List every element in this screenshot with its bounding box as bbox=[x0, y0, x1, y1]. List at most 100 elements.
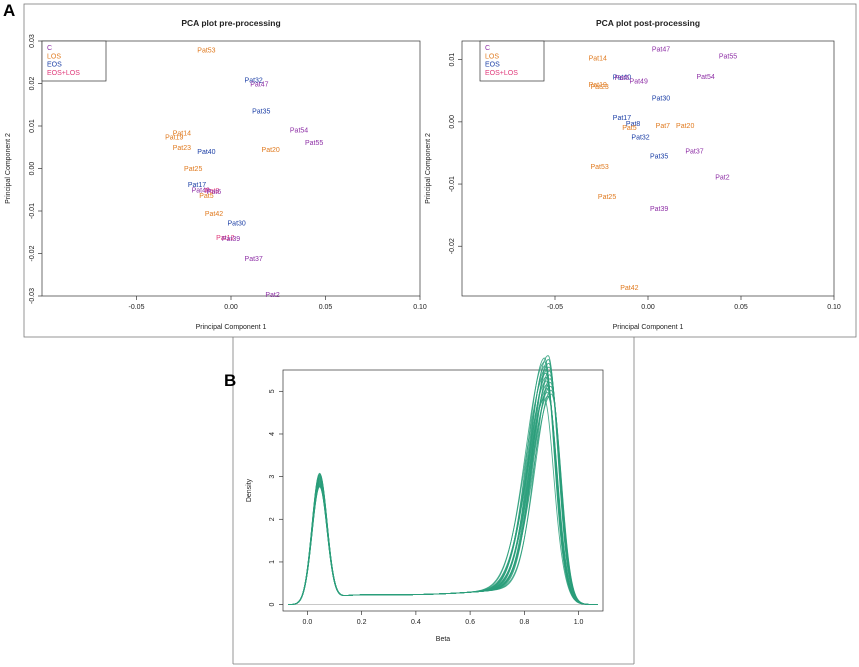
point-label: Pat14 bbox=[173, 131, 191, 138]
point-label: Pat5 bbox=[622, 125, 637, 132]
y-tick-label: -0.01 bbox=[29, 203, 36, 219]
chart-title: PCA plot post-processing bbox=[596, 18, 700, 28]
density-curve bbox=[288, 384, 598, 606]
density-curve bbox=[288, 361, 598, 606]
y-tick-label: 0.02 bbox=[29, 77, 36, 91]
y-axis-label: Density bbox=[246, 478, 253, 502]
point-label: Pat2 bbox=[265, 292, 280, 299]
point-label: Pat19 bbox=[165, 135, 183, 142]
density-curve bbox=[288, 362, 598, 606]
y-axis-label: Principal Component 2 bbox=[425, 133, 432, 204]
x-tick-label: 0.8 bbox=[519, 619, 529, 626]
point-label: Pat42 bbox=[620, 285, 638, 292]
point-label: Pat39 bbox=[222, 236, 240, 243]
y-tick-label: -0.02 bbox=[29, 245, 36, 261]
point-label: Pat47 bbox=[652, 47, 670, 54]
pca-post-processing-chart: PCA plot post-processing Principal Compon… bbox=[425, 18, 841, 331]
x-tick-label: 0.10 bbox=[827, 304, 841, 311]
pca-pre-processing-chart: PCA plot pre-processing Principal Compone… bbox=[5, 18, 427, 331]
y-tick-label: -0.02 bbox=[449, 238, 456, 254]
y-tick-label: 0.03 bbox=[29, 34, 36, 48]
y-tick-label: 0.00 bbox=[29, 162, 36, 176]
point-label: Pat30 bbox=[652, 96, 670, 103]
point-label: Pat30 bbox=[228, 220, 246, 227]
density-curve bbox=[288, 392, 598, 606]
point-label: Pat40 bbox=[613, 75, 631, 82]
density-curve bbox=[288, 389, 598, 606]
x-tick-label: 0.05 bbox=[734, 304, 748, 311]
panel-a-frame bbox=[23, 3, 857, 338]
point-label: Pat53 bbox=[590, 164, 608, 171]
point-label: Pat49 bbox=[630, 78, 648, 85]
panel-label-a: A bbox=[3, 1, 15, 20]
point-label: Pat39 bbox=[650, 206, 668, 213]
y-tick-label: -0.03 bbox=[29, 288, 36, 304]
y-tick-label: 1 bbox=[269, 560, 276, 564]
y-tick-label: 0 bbox=[269, 603, 276, 607]
point-label: Pat20 bbox=[262, 147, 280, 154]
y-tick-label: 5 bbox=[269, 389, 276, 393]
x-tick-label: 0.00 bbox=[224, 304, 238, 311]
point-label: Pat53 bbox=[197, 47, 215, 54]
legend-item: C bbox=[47, 45, 52, 52]
x-axis-label: Principal Component 1 bbox=[613, 324, 684, 331]
y-tick-label: 2 bbox=[269, 517, 276, 521]
x-axis-label: Principal Component 1 bbox=[196, 324, 267, 331]
point-label: Pat12 bbox=[216, 235, 234, 242]
y-tick-label: 3 bbox=[269, 475, 276, 479]
point-label: Pat7 bbox=[656, 123, 671, 130]
point-label: Pat32 bbox=[245, 78, 263, 85]
panel-label-b: B bbox=[224, 371, 236, 390]
point-label: Pat2 bbox=[715, 175, 730, 182]
point-label: Pat5 bbox=[199, 193, 214, 200]
point-label: Pat32 bbox=[631, 134, 649, 141]
point-label: Pat23 bbox=[173, 145, 191, 152]
point-label: Pat17 bbox=[613, 115, 631, 122]
point-label: Pat8 bbox=[205, 188, 220, 195]
y-tick-label: 0.00 bbox=[449, 115, 456, 129]
point-label: Pat49 bbox=[192, 188, 210, 195]
point-label: Pat20 bbox=[676, 123, 694, 130]
point-label: Pat54 bbox=[290, 127, 308, 134]
x-tick-label: 0.4 bbox=[411, 619, 421, 626]
legend-item: EOS+LOS bbox=[485, 70, 518, 77]
x-tick-label: 0.2 bbox=[357, 619, 367, 626]
point-label: Pat35 bbox=[650, 154, 668, 161]
density-curve bbox=[288, 388, 598, 606]
density-curve bbox=[288, 354, 598, 606]
point-label: Pat14 bbox=[589, 55, 607, 62]
x-tick-label: -0.05 bbox=[129, 304, 145, 311]
point-label: Pat19 bbox=[589, 82, 607, 89]
point-label: Pat55 bbox=[305, 140, 323, 147]
point-label: Pat17 bbox=[188, 182, 206, 189]
point-label: Pat37 bbox=[245, 256, 263, 263]
point-label: Pat35 bbox=[252, 109, 270, 116]
point-label: Pat54 bbox=[697, 74, 715, 81]
legend-item: C bbox=[485, 45, 490, 52]
legend-box bbox=[41, 40, 107, 82]
beta-density-chart: Beta Density 0.0 0.2 0.4 0.6 0.8 1.0 0 1 2 3 4 5 bbox=[246, 354, 604, 643]
legend-item: EOS+LOS bbox=[47, 70, 80, 77]
x-tick-label: 0.05 bbox=[319, 304, 333, 311]
point-label: Pat8 bbox=[626, 121, 641, 128]
density-curve bbox=[288, 358, 598, 606]
y-axis-label: Principal Component 2 bbox=[5, 133, 12, 204]
legend-box bbox=[479, 40, 545, 82]
point-label: Pat55 bbox=[719, 53, 737, 60]
x-tick-label: 0.00 bbox=[641, 304, 655, 311]
point-label: Pat25 bbox=[598, 194, 616, 201]
plot-frame bbox=[282, 369, 604, 612]
x-tick-label: -0.05 bbox=[547, 304, 563, 311]
y-tick-label: 0.01 bbox=[449, 53, 456, 67]
x-tick-label: 0.10 bbox=[413, 304, 427, 311]
point-label: Pat47 bbox=[250, 81, 268, 88]
density-curve bbox=[288, 357, 598, 606]
x-axis-label: Beta bbox=[436, 636, 451, 643]
x-tick-label: 1.0 bbox=[574, 619, 584, 626]
legend-item: LOS bbox=[485, 53, 499, 60]
point-label: Pat42 bbox=[205, 211, 223, 218]
point-label: Pat25 bbox=[184, 166, 202, 173]
point-label: Pat37 bbox=[685, 149, 703, 156]
point-label: Pat40 bbox=[197, 149, 215, 156]
